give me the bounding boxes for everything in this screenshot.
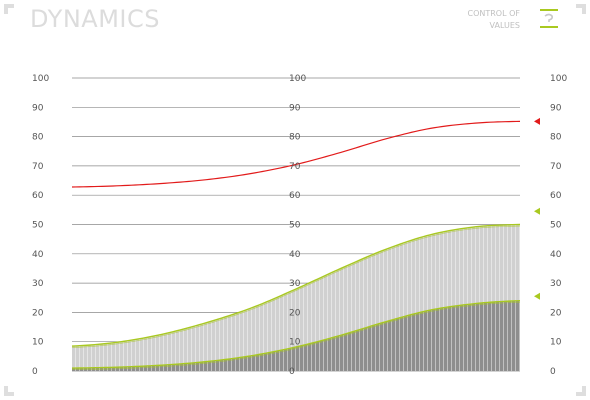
y-tick-label-center: 0: [289, 367, 295, 377]
y-tick-label-left: 10: [32, 338, 44, 348]
control-of-values-label: CONTROL OF VALUES: [467, 8, 520, 32]
y-tick-label-right: 70: [550, 162, 562, 172]
y-tick-label-center: 50: [289, 221, 301, 231]
y-tick-label-left: 80: [32, 133, 44, 143]
y-tick-label-center: 70: [289, 162, 301, 172]
y-tick-label-right: 80: [550, 133, 562, 143]
y-tick-label-center: 80: [289, 133, 301, 143]
page-title: DYNAMICS: [30, 5, 160, 33]
control-label-line2: VALUES: [489, 21, 520, 30]
y-tick-label-right: 10: [550, 338, 562, 348]
y-tick-label-left: 20: [32, 308, 44, 318]
control-toggle-icon[interactable]: [538, 8, 562, 30]
y-tick-label-left: 70: [32, 162, 44, 172]
area-outline: [71, 223, 521, 347]
y-tick-label-right: 100: [550, 74, 567, 84]
y-tick-label-right: 50: [550, 221, 562, 231]
value-marker-triangle: [534, 117, 540, 125]
y-tick-label-left: 30: [32, 279, 44, 289]
area-outline-shadow: [71, 225, 521, 348]
y-tick-label-left: 40: [32, 250, 44, 260]
y-tick-label-center: 60: [289, 191, 301, 201]
y-tick-label-center: 20: [289, 308, 301, 318]
y-tick-label-left: 90: [32, 103, 44, 113]
area-outline: [71, 299, 521, 369]
y-tick-label-right: 40: [550, 250, 562, 260]
y-tick-label-left: 60: [32, 191, 44, 201]
control-label-line1: CONTROL OF: [467, 9, 520, 18]
y-tick-label-left: 50: [32, 221, 44, 231]
y-tick-label-right: 90: [550, 103, 562, 113]
line-series: [71, 120, 521, 370]
area-outline-shadow: [71, 301, 521, 370]
y-tick-label-right: 20: [550, 308, 562, 318]
value-marker-triangle: [534, 207, 540, 215]
area-series: [72, 224, 520, 371]
y-tick-label-center: 30: [289, 279, 301, 289]
y-tick-label-right: 30: [550, 279, 562, 289]
line-series-path: [71, 120, 521, 188]
y-tick-label-left: 100: [32, 74, 49, 84]
y-tick-label-right: 0: [550, 367, 556, 377]
y-tick-label-center: 40: [289, 250, 301, 260]
y-tick-label-center: 100: [289, 74, 306, 84]
value-markers: [534, 117, 540, 300]
y-tick-label-left: 0: [32, 367, 38, 377]
area-fill: [72, 300, 520, 371]
y-tick-label-center: 10: [289, 338, 301, 348]
value-marker-triangle: [534, 292, 540, 300]
y-tick-label-right: 60: [550, 191, 562, 201]
y-axis-ticks: 0 0 0 10 10 10 20 20 20 30 30 30 40 40 40 50 50 50 60 60 60 7…: [32, 74, 567, 377]
y-tick-label-center: 90: [289, 103, 301, 113]
